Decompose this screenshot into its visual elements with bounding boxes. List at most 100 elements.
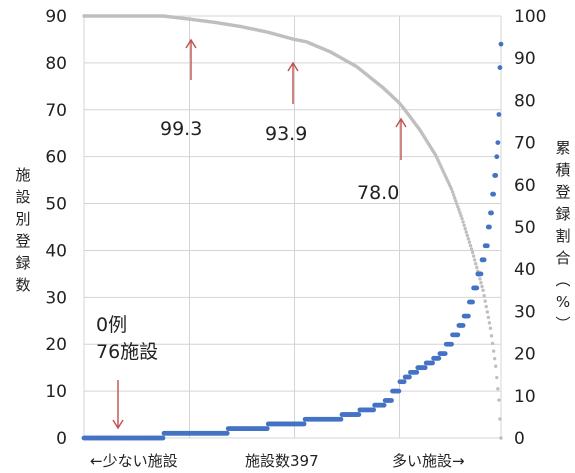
cumulative-point — [457, 208, 460, 211]
right-tick-label: 20 — [514, 345, 536, 365]
left-tick-label: 60 — [45, 148, 67, 168]
cumulative-point — [489, 327, 492, 330]
cumulative-point — [459, 214, 462, 217]
cumulative-point — [497, 398, 500, 401]
registration-point — [225, 431, 230, 436]
left-tick-label: 80 — [45, 54, 67, 74]
registration-point — [499, 42, 504, 47]
cumulative-point — [460, 217, 463, 220]
registration-point — [396, 389, 401, 394]
registration-point — [389, 398, 394, 403]
registration-point — [414, 370, 419, 375]
registration-point — [449, 342, 454, 347]
registration-point — [482, 257, 487, 262]
registration-point — [493, 173, 498, 178]
cumulative-point — [492, 349, 495, 352]
registration-point — [436, 356, 441, 361]
right-tick-label: 100 — [514, 7, 546, 27]
cumulative-point — [465, 230, 468, 233]
right-tick-label: 90 — [514, 49, 536, 69]
cumulative-point — [498, 417, 501, 420]
cumulative-point — [475, 266, 478, 269]
annotation-78-0: 78.0 — [357, 182, 399, 204]
registration-point — [474, 286, 479, 291]
cumulative-point — [491, 342, 494, 345]
cumulative-point — [463, 227, 466, 230]
left-tick-label: 90 — [45, 7, 67, 27]
registration-point — [430, 361, 435, 366]
cumulative-point — [461, 220, 464, 223]
registration-point — [496, 112, 501, 117]
annotation-99-3: 99.3 — [160, 118, 202, 140]
registration-point — [461, 323, 466, 328]
left-tick-label: 50 — [45, 195, 67, 215]
cumulative-point — [455, 202, 458, 205]
cumulative-point — [469, 244, 472, 247]
right-tick-label: 70 — [514, 134, 536, 154]
registration-point — [382, 403, 387, 408]
cumulative-point — [471, 251, 474, 254]
cumulative-point — [478, 277, 481, 280]
registration-point — [470, 300, 475, 305]
registration-point — [356, 412, 361, 417]
left-tick-label: 0 — [56, 429, 67, 449]
cumulative-point — [487, 316, 490, 319]
cumulative-point — [452, 193, 455, 196]
cumulative-point — [453, 196, 456, 199]
cumulative-point — [481, 289, 484, 292]
cumulative-point — [468, 240, 471, 243]
cumulative-point — [494, 365, 497, 368]
registration-point — [479, 271, 484, 276]
right-tick-label: 40 — [514, 260, 536, 280]
registration-point — [265, 426, 270, 431]
registration-point — [491, 192, 496, 197]
annotation-arrows — [113, 40, 406, 428]
registration-point — [443, 351, 448, 356]
cumulative-point — [474, 262, 477, 265]
registration-point — [339, 417, 344, 422]
registration-point — [494, 154, 499, 159]
x-label-left: ←少ない施設 — [90, 452, 178, 470]
left-tick-label: 30 — [45, 288, 67, 308]
cumulative-point — [486, 310, 489, 313]
cumulative-point — [485, 305, 488, 308]
cumulative-point — [495, 376, 498, 379]
registration-point — [466, 314, 471, 319]
registration-point — [302, 422, 307, 427]
left-tick-label: 40 — [45, 241, 67, 261]
left-tick-label: 10 — [45, 382, 67, 402]
right-tick-label: 50 — [514, 218, 536, 238]
right-axis-ticks: 0 10 20 30 40 50 60 70 80 90 100 — [514, 7, 546, 449]
cumulative-point — [499, 436, 502, 439]
left-tick-label: 70 — [45, 101, 67, 121]
right-axis-label: 累積登録割合︵% ︶ — [555, 139, 570, 333]
cumulative-point — [473, 258, 476, 261]
right-tick-label: 30 — [514, 302, 536, 322]
registration-point — [455, 332, 460, 337]
right-tick-label: 60 — [514, 176, 536, 196]
cumulative-point — [470, 247, 473, 250]
annotation-93-9: 93.9 — [265, 123, 307, 145]
cumulative-point — [482, 294, 485, 297]
registration-point — [423, 365, 428, 370]
annotation-zero-cases: 0例 — [96, 314, 127, 336]
cumulative-point — [451, 190, 454, 193]
left-axis-label: 施設別登録数 — [15, 166, 30, 294]
right-tick-label: 80 — [514, 91, 536, 111]
right-tick-label: 10 — [514, 387, 536, 407]
x-label-right: 多い施設→ — [392, 452, 465, 470]
cumulative-point — [484, 299, 487, 302]
registration-point — [498, 65, 503, 70]
cumulative-point — [467, 237, 470, 240]
cumulative-point — [472, 254, 475, 257]
cumulative-point — [480, 285, 483, 288]
cumulative-point — [456, 205, 459, 208]
cumulative-point — [458, 211, 461, 214]
cumulative-point — [466, 234, 469, 237]
registration-point — [487, 225, 492, 230]
registration-point — [485, 243, 490, 248]
cumulative-point — [450, 187, 453, 190]
right-tick-label: 0 — [514, 429, 525, 449]
left-axis-ticks: 0 10 20 30 40 50 60 70 80 90 — [45, 7, 67, 449]
